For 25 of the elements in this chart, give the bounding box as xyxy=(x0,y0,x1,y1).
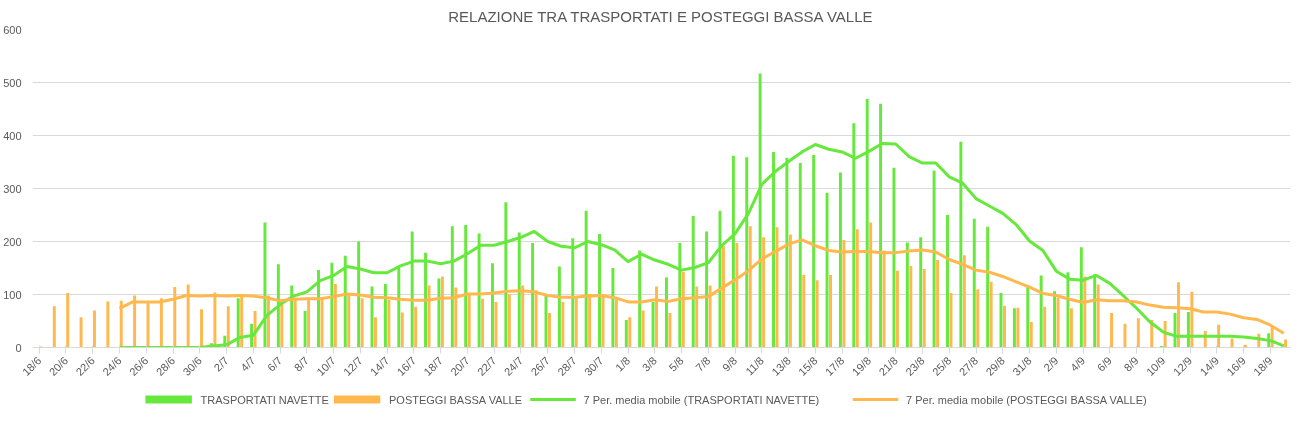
y-tick-label: 400 xyxy=(3,129,22,142)
x-tick-label: 6/9 xyxy=(1094,354,1115,374)
x-tick-label: 1/8 xyxy=(612,354,633,374)
y-tick-label: 300 xyxy=(3,182,22,195)
x-tick-label: 6/7 xyxy=(265,354,285,374)
x-tick-label: 5/8 xyxy=(666,354,686,374)
y-tick-label: 0 xyxy=(15,341,22,354)
legend-label: POSTEGGI BASSA VALLE xyxy=(389,393,523,406)
legend-label: 7 Per. media mobile (POSTEGGI BASSA VALLE) xyxy=(906,393,1147,406)
x-tick-label: 9/8 xyxy=(720,354,740,374)
x-tick-label: 8/7 xyxy=(291,354,312,374)
y-tick-label: 200 xyxy=(3,235,22,248)
legend-label: TRASPORTATI NAVETTE xyxy=(200,393,329,406)
x-tick-label: 7/8 xyxy=(693,354,713,374)
x-tick-label: 2/9 xyxy=(1041,354,1061,374)
y-tick-label: 600 xyxy=(3,23,22,36)
x-tick-label: 2/7 xyxy=(211,354,231,374)
x-tick-label: 4/7 xyxy=(238,354,258,374)
chart-title: RELAZIONE TRA TRASPORTATI E POSTEGGI BASSA VALLE xyxy=(448,7,873,25)
y-tick-label: 500 xyxy=(3,76,22,89)
x-tick-label: 3/8 xyxy=(639,354,660,374)
y-tick-label: 100 xyxy=(3,288,22,301)
x-tick-label: 4/9 xyxy=(1068,354,1088,374)
x-tick-label: 8/9 xyxy=(1121,354,1141,374)
legend-label: 7 Per. media mobile (TRASPORTATI NAVETTE) xyxy=(583,393,820,406)
